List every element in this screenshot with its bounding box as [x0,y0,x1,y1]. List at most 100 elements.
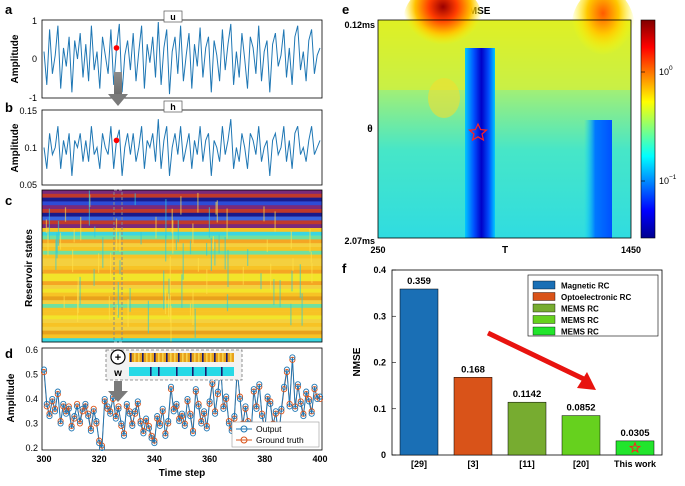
panel-d-xtick: 320 [92,454,107,464]
plus-icon [110,349,126,365]
panel-c-ylabel: Reservoir states [24,229,35,307]
ground-truth-point [71,415,78,422]
panel-f-bars: 0.359 0.168 0.1142 0.0852 0.0305 [399,276,655,456]
output-point [303,388,310,395]
ground-truth-point [253,403,260,410]
output-point [203,425,210,432]
output-point [212,410,219,417]
heatmap-texture [192,223,194,244]
panel-d-y-ticks: 0.6 0.5 0.4 0.3 0.2 [25,345,38,453]
legend-label: MEMS RC [561,328,599,337]
panel-d-xtick: 380 [257,454,272,464]
inset-stripe [222,353,224,362]
ground-truth-point [93,420,100,427]
heatmap-texture [311,263,313,284]
inset-plus-label: + [115,352,121,364]
output-point [264,393,271,400]
ground-truth-point [79,408,86,415]
heatmap-row [42,231,322,236]
heatmap-texture [93,268,95,286]
arrow-c-d-shaft [114,381,122,391]
output-point [281,383,288,390]
panel-d-xlabel: Time step [159,468,206,479]
bar-value-label: 0.0852 [566,403,595,414]
colorbar-tick-exponent: 0 [669,65,673,72]
heatmap-texture [189,303,192,316]
heatmap-texture [291,270,293,292]
heatmap-texture [42,248,44,273]
heatmap-texture [197,192,199,213]
panel-b-y-ticks: 0.15 0.1 0.05 [19,106,37,190]
colorbar-tick-exponent: −1 [669,174,677,181]
heatmap-texture [175,239,177,251]
inset-stripe [192,367,194,376]
output-point [283,366,290,373]
heatmap-texture [77,277,79,313]
ground-truth-point [187,410,194,417]
ground-truth-point [178,413,186,420]
panel-d: 0.6 0.5 0.4 0.3 0.2 300 320 340 360 380 400 Ampli… [6,345,328,479]
heatmap-texture [165,199,167,239]
ground-truth-point [165,420,172,427]
heatmap-texture [177,220,179,243]
panel-a-highlight-point [113,45,120,51]
star-icon [628,441,642,454]
ground-truth-point [85,410,92,417]
heatmap-texture [117,281,119,318]
heatmap-texture [218,234,220,254]
bar-value-label: 0.359 [407,276,431,287]
panel-a-ytick: 1 [32,16,37,26]
ground-truth-point [297,398,304,405]
output-point [165,418,172,425]
heatmap-texture [163,270,165,310]
inset-stripe [142,353,144,362]
ground-truth-point [134,400,141,407]
heatmap-texture [168,293,170,317]
heatmap-texture [110,252,112,280]
inset-state-strip [129,353,234,362]
output-point [173,400,180,407]
heatmap-texture [57,220,60,246]
output-point [258,413,266,420]
legend-ground-truth-label: Ground truth [256,435,304,445]
ground-truth-point [115,403,122,410]
ground-truth-point [203,422,210,429]
output-point [40,366,48,373]
ground-truth-point [258,410,266,417]
output-point [286,403,293,410]
ground-truth-point [65,403,72,410]
inset-weight-strip [129,367,234,376]
heatmap-row [42,319,322,324]
heatmap-texture [79,276,81,305]
heatmap-row [42,247,322,252]
ground-truth-point [140,427,147,434]
panel-d-ytick: 0.4 [25,394,38,404]
legend-swatch [532,315,556,324]
inset-stripe [170,353,172,362]
output-point [206,398,213,405]
ground-truth-point [54,391,61,398]
heatmap-row [42,258,322,263]
output-point [151,440,158,447]
panel-b-ytick: 0.05 [19,180,37,190]
ground-truth-point [148,432,155,439]
inset-w-label: w [113,368,122,379]
ground-truth-point [289,356,296,363]
legend-ground-truth-marker [240,436,248,444]
output-point [176,418,183,425]
output-point [214,388,221,395]
inset-stripe [186,353,188,362]
ground-truth-point [46,410,53,417]
panel-f-legend: Magnetic RC Optoelectronic RC MEMS RC MEMS … [527,274,659,337]
ground-truth-point [201,410,208,417]
heatmap-texture [226,208,228,239]
heatmap-row [42,190,322,195]
ground-truth-point [198,418,205,425]
output-point [292,405,299,412]
heatmap-texture [212,236,214,249]
bar-value-label: 0.1142 [513,389,542,400]
ground-truth-point [272,410,279,417]
ground-truth-point [192,388,199,395]
ground-truth-point [184,398,191,405]
output-point [79,405,86,412]
